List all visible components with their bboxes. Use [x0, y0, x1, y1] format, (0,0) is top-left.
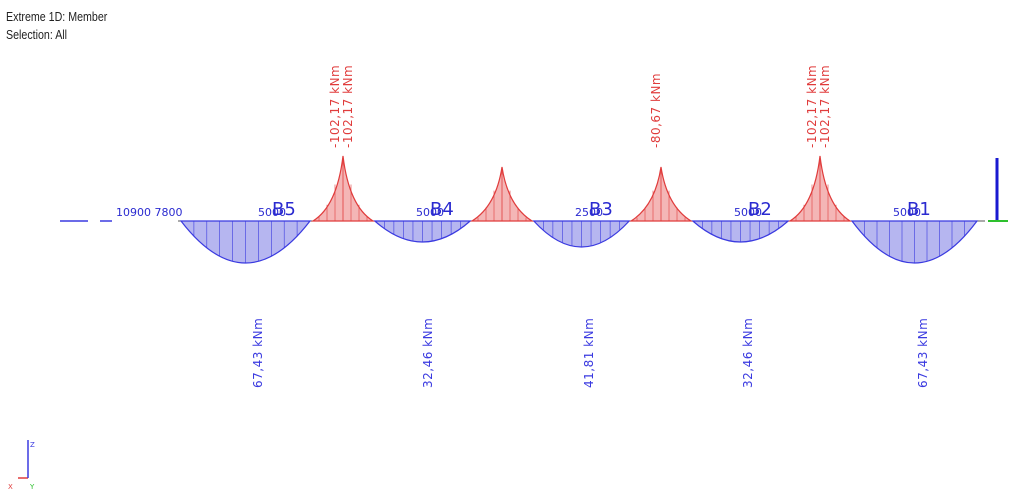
axis-z-label: Z [30, 441, 35, 449]
moment-labels: -102,17 kNm -102,17 kNm -80,67 kNm -102,17 … [251, 65, 930, 388]
beam-name-label: B3 [589, 199, 613, 220]
beam-length-label: 5000 [734, 206, 762, 219]
positive-moment-label: 32,46 kNm [741, 318, 755, 388]
beam-name-label: B5 [272, 199, 296, 220]
beam-name-label: B2 [748, 199, 772, 220]
axis-x-label: X [8, 483, 13, 491]
left-annotation: 10900 7800 [116, 206, 182, 219]
header-selection: Selection: All [6, 27, 68, 42]
beam-length-label: 5000 [893, 206, 921, 219]
negative-moment-label: -80,67 kNm [649, 73, 663, 148]
axis-y-label: Y [29, 483, 35, 491]
positive-moment-label: 32,46 kNm [421, 318, 435, 388]
beam-length-label: 2500 [575, 206, 603, 219]
positive-moment-label: 41,81 kNm [582, 318, 596, 388]
negative-moment-label: -102,17 kNm [341, 65, 355, 148]
negative-moment-areas [310, 155, 853, 222]
positive-moment-label: 67,43 kNm [916, 318, 930, 388]
beam-name-label: B4 [430, 199, 454, 220]
negative-moment-label: -102,17 kNm [328, 65, 342, 148]
positive-moment-areas [179, 220, 979, 264]
negative-moment-label: -102,17 kNm [818, 65, 832, 148]
negative-moment-label: -102,17 kNm [805, 65, 819, 148]
beam-length-label: 5000 [258, 206, 286, 219]
header-extreme: Extreme 1D: Member [6, 9, 108, 24]
positive-moment-label: 67,43 kNm [251, 318, 265, 388]
beam-length-label: 5000 [416, 206, 444, 219]
beam-name-label: B1 [907, 199, 931, 220]
axis-triad: Z X Y [8, 440, 35, 491]
